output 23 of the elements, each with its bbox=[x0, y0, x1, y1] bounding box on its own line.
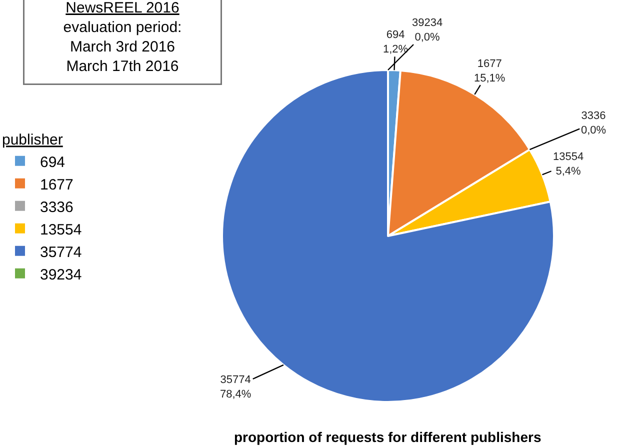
data-label: 15,1% bbox=[474, 72, 506, 84]
category-label: 39234 bbox=[412, 17, 443, 29]
text: 0,0% bbox=[414, 31, 440, 44]
category-label: 3336 bbox=[581, 110, 606, 122]
slice-label: 35774 bbox=[220, 374, 251, 386]
text: proportion of requests for different publishers bbox=[234, 429, 542, 445]
chart-title: NewsREEL 2016 bbox=[66, 0, 180, 16]
data-label: 1,2% bbox=[383, 43, 408, 56]
legend-label: 35774 bbox=[40, 244, 82, 261]
legend-label: 13554 bbox=[40, 221, 82, 238]
pie-slice bbox=[221, 69, 555, 403]
legend-label: 1677 bbox=[40, 176, 74, 194]
slice-label: 1677 bbox=[477, 58, 502, 70]
text: evaluation period: March 3rd 2016 March 17th 2016 bbox=[63, 19, 182, 75]
data-label: 78,4% bbox=[220, 388, 252, 400]
slice-label: 13554 bbox=[553, 151, 584, 163]
legend-label: 694 bbox=[40, 154, 66, 171]
legend-label: 3336 bbox=[40, 198, 74, 216]
text: 0,0% bbox=[581, 124, 606, 136]
legend-title: publisher bbox=[2, 132, 63, 149]
legend-label: 39234 bbox=[40, 266, 82, 284]
data-label: 5,4% bbox=[556, 165, 582, 178]
slice-label: 694 bbox=[386, 29, 405, 41]
